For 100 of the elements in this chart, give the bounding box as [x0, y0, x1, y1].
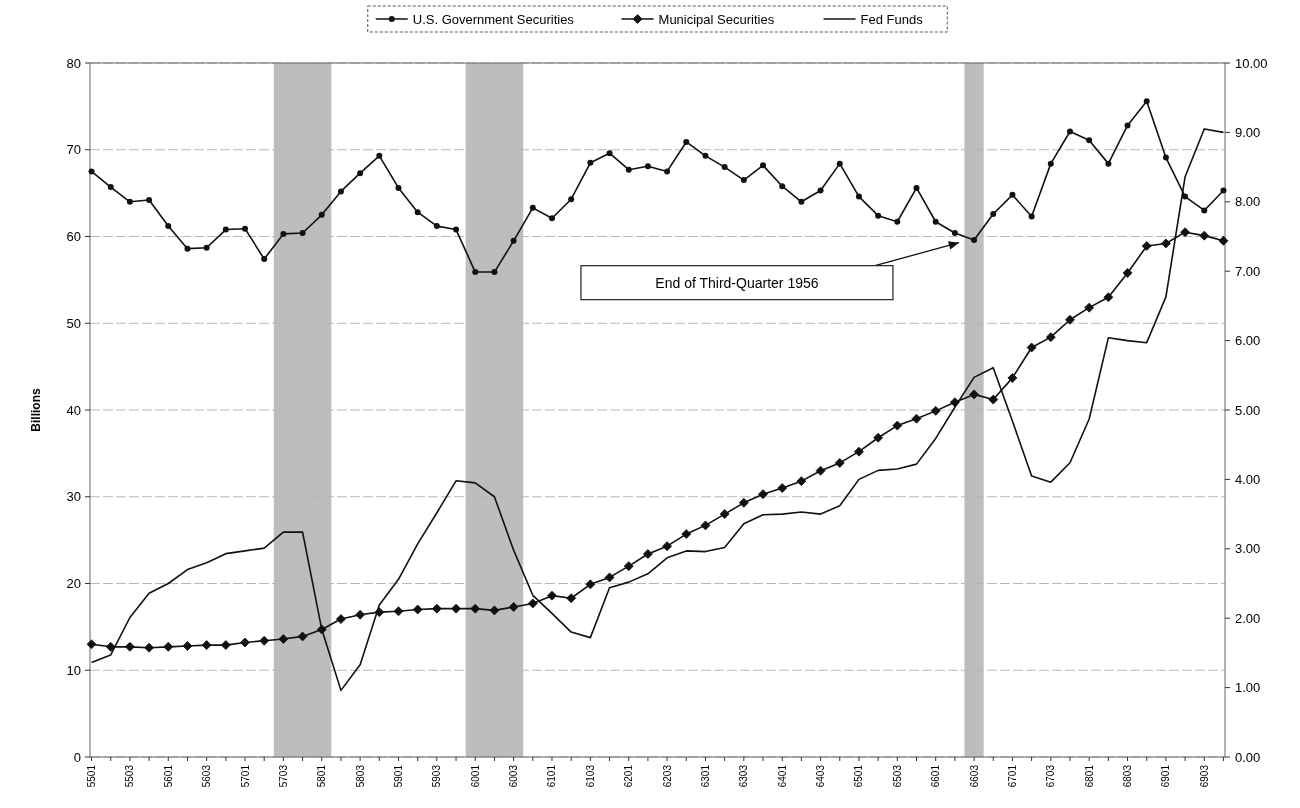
y-tick-label: 30 — [66, 489, 81, 505]
point — [414, 209, 421, 216]
point — [144, 642, 154, 653]
x-tick-label: 6403 — [815, 764, 827, 788]
point — [201, 640, 212, 650]
point — [1143, 98, 1150, 105]
y-tick-label: 80 — [66, 55, 81, 71]
point — [1007, 373, 1018, 383]
x-tick-label: 6101 — [546, 764, 558, 788]
point — [873, 432, 884, 443]
point — [1103, 292, 1114, 303]
point — [529, 204, 536, 211]
y-tick-label: 40 — [66, 402, 81, 418]
x-tick-label: 6803 — [1122, 764, 1134, 788]
point — [491, 269, 498, 276]
point — [182, 641, 193, 651]
y2-tick-label: 0.00 — [1235, 749, 1261, 765]
point — [585, 579, 596, 590]
x-tick-label: 6601 — [930, 764, 942, 788]
x-tick-label: 6203 — [661, 764, 673, 788]
y2-tick-label: 7.00 — [1235, 263, 1261, 279]
y2-tick-label: 1.00 — [1235, 680, 1261, 696]
point — [184, 245, 191, 252]
point — [721, 164, 728, 171]
x-tick-label: 5701 — [239, 764, 251, 788]
point — [817, 187, 824, 194]
point — [220, 640, 231, 650]
point — [1199, 230, 1210, 241]
point — [489, 605, 500, 616]
x-tick-label: 6201 — [623, 764, 635, 788]
point — [1141, 241, 1152, 251]
x-tick-label: 6603 — [968, 764, 980, 788]
point — [740, 177, 747, 184]
point — [510, 237, 517, 244]
point — [242, 225, 249, 232]
point — [336, 614, 346, 624]
y-tick-label: 50 — [66, 315, 81, 331]
point — [337, 188, 344, 195]
point — [949, 397, 960, 408]
point — [146, 197, 153, 204]
point — [280, 230, 287, 237]
point — [1180, 227, 1190, 238]
point — [1028, 213, 1035, 220]
legend-label: Fed Funds — [860, 11, 924, 27]
point — [125, 641, 135, 652]
point — [700, 520, 711, 531]
y2-tick-label: 6.00 — [1235, 333, 1261, 349]
y-axis-title: Billions — [29, 388, 43, 432]
point — [357, 170, 364, 177]
point — [1182, 193, 1189, 200]
point — [1105, 160, 1112, 167]
point — [1009, 191, 1016, 198]
legend-label: Municipal Securities — [658, 11, 775, 27]
x-tick-label: 6701 — [1006, 764, 1018, 788]
point — [875, 212, 882, 219]
point — [163, 641, 174, 652]
y-tick-label: 20 — [66, 576, 81, 592]
point — [547, 590, 557, 601]
point — [355, 609, 366, 620]
x-tick-label: 5503 — [124, 764, 136, 788]
point — [316, 624, 327, 635]
legend-label: U.S. Government Securities — [412, 11, 575, 27]
y-tick-label: 60 — [66, 229, 81, 245]
point — [1086, 137, 1093, 144]
point — [604, 572, 615, 583]
point — [88, 168, 95, 175]
point — [470, 603, 481, 614]
point — [738, 497, 749, 508]
point — [913, 184, 920, 191]
x-tick-label: 6901 — [1160, 764, 1172, 788]
point — [1220, 187, 1227, 194]
point — [1066, 128, 1073, 135]
point — [719, 509, 730, 519]
point — [86, 639, 97, 650]
x-tick-label: 5703 — [277, 764, 289, 788]
point — [702, 152, 709, 159]
x-tick-label: 6703 — [1045, 764, 1057, 788]
point — [299, 230, 306, 237]
point — [911, 413, 922, 424]
point — [643, 549, 653, 559]
point — [105, 641, 116, 652]
point — [894, 218, 901, 225]
point — [240, 637, 250, 648]
x-tick-label: 6801 — [1083, 764, 1095, 788]
point — [568, 196, 575, 203]
point — [683, 138, 690, 145]
point — [606, 150, 613, 157]
point — [566, 593, 577, 604]
point — [969, 389, 979, 400]
point — [203, 244, 210, 251]
point — [259, 635, 270, 646]
point — [1161, 238, 1171, 249]
point — [1124, 122, 1131, 129]
point — [798, 198, 805, 205]
point — [1065, 314, 1075, 325]
point — [107, 184, 114, 191]
y2-tick-label: 2.00 — [1235, 610, 1261, 626]
point — [1047, 160, 1054, 167]
point — [1045, 332, 1056, 343]
point — [431, 603, 442, 614]
